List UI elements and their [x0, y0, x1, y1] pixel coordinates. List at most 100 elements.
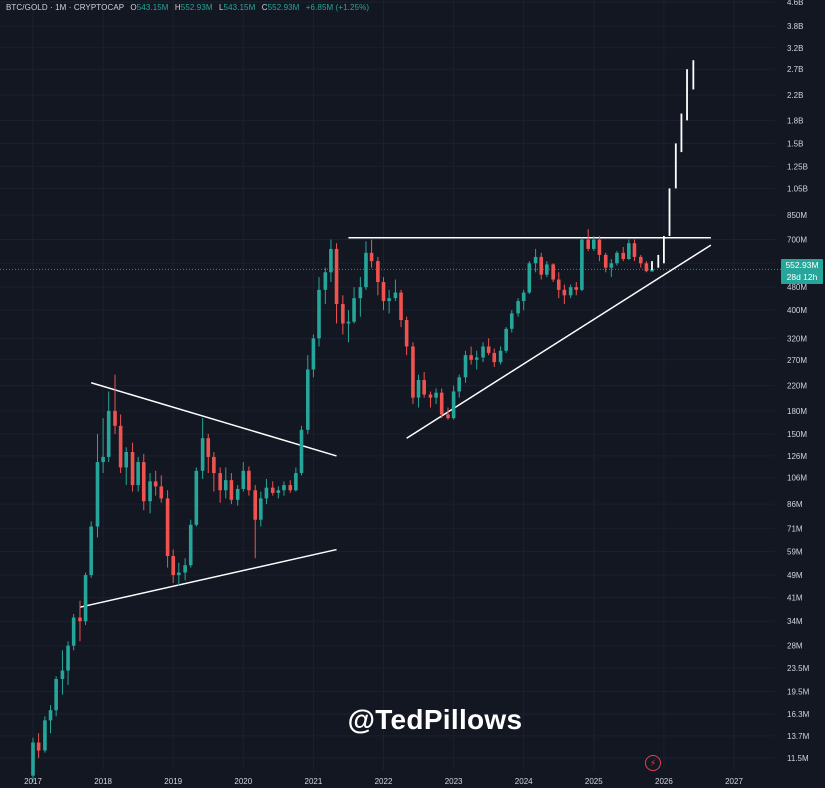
candle-down [644, 263, 649, 272]
x-tick-label: 2020 [234, 777, 252, 786]
last-price-tag: 552.93M 28d 12h [781, 259, 823, 284]
bar-countdown: 28d 12h [786, 272, 818, 282]
y-tick-label: 1.05B [787, 184, 808, 193]
candle-down [171, 556, 175, 576]
candle-up [264, 487, 269, 499]
x-tick-label: 2021 [305, 777, 323, 786]
candle-up [259, 498, 263, 520]
lightning-icon[interactable]: ⚡ [645, 755, 661, 771]
y-tick-label: 700M [787, 236, 807, 245]
candle-up [311, 338, 316, 370]
candle-up [580, 239, 584, 290]
candle-down [229, 480, 234, 500]
candle-up [194, 470, 199, 525]
candle-down [218, 473, 222, 491]
candle-up [393, 292, 398, 299]
candle-up [188, 524, 193, 566]
y-tick-label: 126M [787, 452, 807, 461]
candle-down [270, 487, 275, 493]
candle-down [422, 380, 426, 395]
candle-up [650, 269, 654, 272]
candle-down [341, 304, 345, 324]
candle-up [533, 256, 538, 264]
y-tick-label: 23.5M [787, 664, 810, 673]
candle-down [159, 486, 164, 499]
candle-down [36, 742, 41, 751]
y-tick-label: 3.8B [787, 22, 803, 31]
y-tick-label: 480M [787, 283, 807, 292]
price-axis: 11.5M 13.7M 16.3M 19.5M 23.5M 28M 34M 41M 49M 59M… [787, 0, 810, 763]
candle-down [334, 248, 339, 305]
y-tick-label: 1.5B [787, 139, 803, 148]
candle-up [474, 357, 479, 360]
symbol-header: BTC/GOLD · 1M · CRYPTOCAP O543.15M H552.… [6, 3, 370, 12]
candle-up [235, 488, 240, 500]
candle-up [223, 480, 228, 491]
y-tick-label: 850M [787, 211, 807, 220]
candle-up [329, 248, 333, 273]
candle-down [118, 425, 123, 468]
candle-down [586, 239, 590, 249]
candle-down [486, 346, 491, 353]
candle-up [200, 438, 205, 471]
y-tick-label: 34M [787, 617, 803, 626]
trendlines-layer [79, 237, 712, 608]
candle-down [376, 261, 380, 283]
y-tick-label: 19.5M [787, 687, 810, 696]
candle-down [153, 481, 158, 487]
candle-up [545, 264, 549, 275]
y-tick-label: 320M [787, 334, 807, 343]
candle-up [323, 272, 328, 290]
candle-up [346, 321, 351, 324]
candle-up [83, 575, 88, 622]
y-tick-label: 2.7B [787, 65, 803, 74]
trendline-lower-triangle-1 [79, 548, 337, 608]
candle-down [551, 264, 555, 280]
y-tick-label: 28M [787, 642, 803, 651]
candle-down [288, 485, 293, 491]
open-value: 543.15M [136, 3, 169, 12]
y-tick-label: 59M [787, 548, 803, 557]
trendline-upper-triangle-1 [90, 382, 337, 457]
candle-up [509, 313, 514, 329]
candle-up [504, 328, 508, 351]
candle-up [434, 392, 438, 398]
candle-down [141, 462, 146, 502]
time-axis: 2017 2018 2019 2020 2021 2022 2023 2024 2025 2026… [24, 777, 743, 786]
candle-up [498, 350, 503, 363]
candle-down [212, 456, 216, 474]
candle-up [136, 462, 140, 486]
candle-up [592, 239, 596, 249]
trendline-ascending-support [406, 244, 712, 439]
y-tick-label: 180M [787, 407, 807, 416]
y-tick-label: 270M [787, 356, 807, 365]
low-value: 543.15M [223, 3, 256, 12]
close-value: 552.93M [267, 3, 300, 12]
candle-down [439, 392, 444, 415]
candle-down [446, 414, 450, 419]
candle-up [463, 355, 468, 378]
candle-up [148, 481, 152, 502]
x-tick-label: 2018 [94, 777, 112, 786]
symbol-label: BTC/GOLD · 1M · CRYPTOCAP [6, 3, 125, 12]
y-tick-label: 49M [787, 571, 803, 580]
candle-down [369, 252, 374, 262]
candle-down [404, 320, 409, 347]
candle-up [516, 301, 520, 314]
candle-down [597, 239, 602, 255]
candle-up [317, 289, 321, 339]
candle-down [381, 282, 386, 302]
y-tick-label: 4.6B [787, 0, 803, 7]
candle-up [282, 485, 286, 491]
candle-down [574, 287, 579, 290]
grid-layer [0, 0, 781, 770]
candle-up [60, 670, 65, 680]
x-tick-label: 2017 [24, 777, 42, 786]
x-tick-label: 2022 [375, 777, 393, 786]
y-tick-label: 71M [787, 524, 803, 533]
last-price: 552.93M [785, 260, 819, 270]
candle-down [130, 451, 135, 486]
candle-up [615, 252, 619, 264]
candle-up [48, 710, 53, 721]
